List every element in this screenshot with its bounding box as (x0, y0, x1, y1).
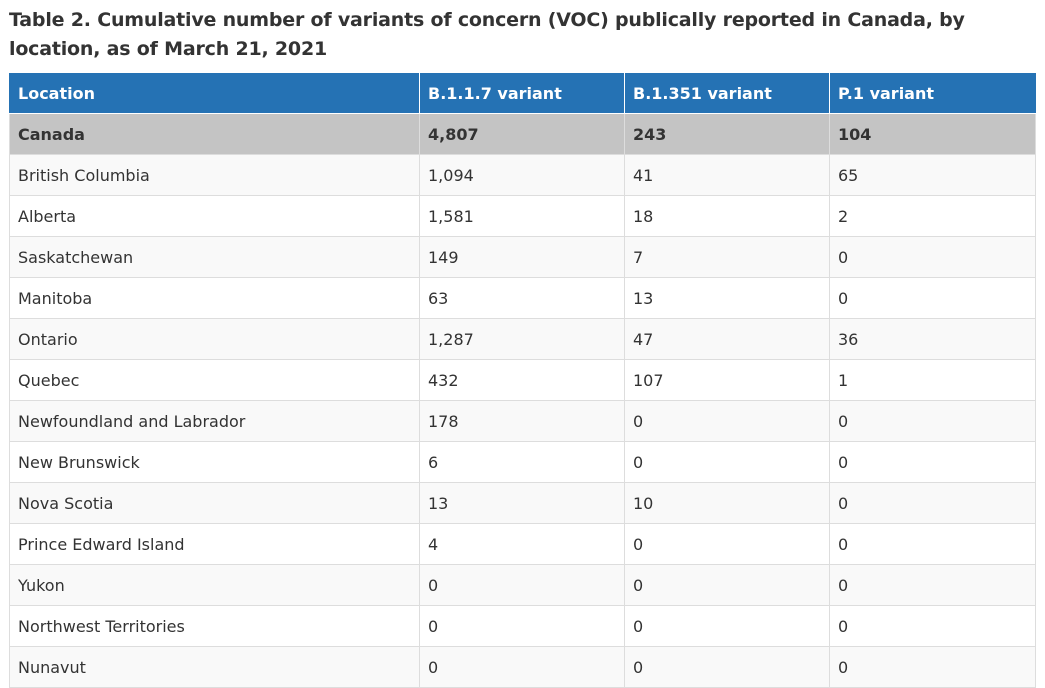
location-cell: Newfoundland and Labrador (9, 400, 420, 442)
b117-cell: 1,581 (419, 195, 625, 237)
location-cell: Ontario (9, 318, 420, 360)
table-row: Quebec 432 107 1 (9, 359, 1036, 401)
p1-cell: 1 (829, 359, 1036, 401)
b1351-cell: 0 (624, 646, 830, 688)
b1351-cell: 107 (624, 359, 830, 401)
p1-cell: 0 (829, 400, 1036, 442)
p1-cell: 0 (829, 605, 1036, 647)
location-cell: Saskatchewan (9, 236, 420, 278)
location-cell: Quebec (9, 359, 420, 401)
b117-cell: 0 (419, 646, 625, 688)
table-row: Northwest Territories 0 0 0 (9, 605, 1036, 647)
table-row: Ontario 1,287 47 36 (9, 318, 1036, 360)
p1-cell: 0 (829, 523, 1036, 565)
p1-cell: 0 (829, 441, 1036, 483)
p1-cell: 0 (829, 277, 1036, 319)
b1351-cell: 41 (624, 154, 830, 196)
b1351-cell: 243 (624, 113, 830, 155)
location-cell: Canada (9, 113, 420, 155)
table-body: Canada 4,807 243 104 British Columbia 1,0… (9, 113, 1036, 688)
location-cell: British Columbia (9, 154, 420, 196)
location-cell: Alberta (9, 195, 420, 237)
table-row: Newfoundland and Labrador 178 0 0 (9, 400, 1036, 442)
location-cell: Nova Scotia (9, 482, 420, 524)
header-b1351: B.1.351 variant (624, 73, 830, 114)
table-row: Nova Scotia 13 10 0 (9, 482, 1036, 524)
p1-cell: 2 (829, 195, 1036, 237)
b1351-cell: 0 (624, 400, 830, 442)
b117-cell: 6 (419, 441, 625, 483)
header-p1: P.1 variant (829, 73, 1036, 114)
p1-cell: 0 (829, 646, 1036, 688)
table-row: British Columbia 1,094 41 65 (9, 154, 1036, 196)
p1-cell: 36 (829, 318, 1036, 360)
header-location: Location (9, 73, 420, 114)
b117-cell: 4,807 (419, 113, 625, 155)
b1351-cell: 7 (624, 236, 830, 278)
header-b117: B.1.1.7 variant (419, 73, 625, 114)
b1351-cell: 47 (624, 318, 830, 360)
b117-cell: 0 (419, 605, 625, 647)
b117-cell: 13 (419, 482, 625, 524)
table-row: Nunavut 0 0 0 (9, 646, 1036, 688)
location-cell: New Brunswick (9, 441, 420, 483)
b117-cell: 1,287 (419, 318, 625, 360)
p1-cell: 104 (829, 113, 1036, 155)
b1351-cell: 0 (624, 564, 830, 606)
table-row: Yukon 0 0 0 (9, 564, 1036, 606)
header-row: Location B.1.1.7 variant B.1.351 variant… (9, 73, 1036, 114)
p1-cell: 0 (829, 482, 1036, 524)
total-row: Canada 4,807 243 104 (9, 113, 1036, 155)
p1-cell: 65 (829, 154, 1036, 196)
table-row: Saskatchewan 149 7 0 (9, 236, 1036, 278)
p1-cell: 0 (829, 564, 1036, 606)
location-cell: Yukon (9, 564, 420, 606)
b1351-cell: 10 (624, 482, 830, 524)
table-header: Location B.1.1.7 variant B.1.351 variant… (9, 73, 1036, 114)
b1351-cell: 0 (624, 605, 830, 647)
b117-cell: 178 (419, 400, 625, 442)
location-cell: Northwest Territories (9, 605, 420, 647)
voc-table: Location B.1.1.7 variant B.1.351 variant… (9, 73, 1036, 688)
table-row: Alberta 1,581 18 2 (9, 195, 1036, 237)
b117-cell: 4 (419, 523, 625, 565)
b1351-cell: 0 (624, 523, 830, 565)
b1351-cell: 0 (624, 441, 830, 483)
b117-cell: 0 (419, 564, 625, 606)
table-row: New Brunswick 6 0 0 (9, 441, 1036, 483)
b117-cell: 1,094 (419, 154, 625, 196)
table-row: Manitoba 63 13 0 (9, 277, 1036, 319)
b1351-cell: 13 (624, 277, 830, 319)
p1-cell: 0 (829, 236, 1036, 278)
location-cell: Prince Edward Island (9, 523, 420, 565)
b117-cell: 149 (419, 236, 625, 278)
table-row: Prince Edward Island 4 0 0 (9, 523, 1036, 565)
b117-cell: 63 (419, 277, 625, 319)
b1351-cell: 18 (624, 195, 830, 237)
location-cell: Nunavut (9, 646, 420, 688)
b117-cell: 432 (419, 359, 625, 401)
location-cell: Manitoba (9, 277, 420, 319)
table-caption: Table 2. Cumulative number of variants o… (9, 9, 965, 60)
